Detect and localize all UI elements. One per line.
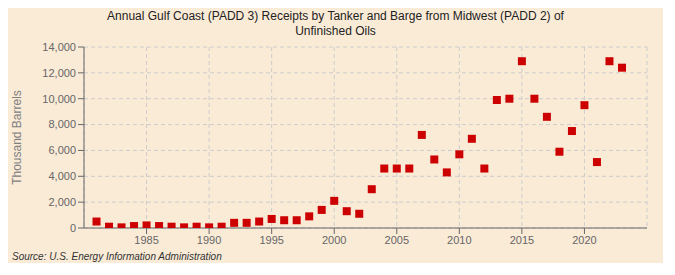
html-text:Annual Gulf Coast (PADD 3) Rec: Annual Gulf Coast (PADD 3) Receipts by T…	[107, 9, 564, 23]
svg-text:1990: 1990	[197, 234, 221, 246]
svg-text:14,000: 14,000	[42, 41, 76, 53]
svg-text:4,000: 4,000	[48, 170, 76, 182]
svg-text:0: 0	[70, 222, 76, 234]
html-text:Unfinished Oils: Unfinished Oils	[295, 24, 376, 38]
svg-text:10,000: 10,000	[42, 93, 76, 105]
svg-text:2,000: 2,000	[48, 196, 76, 208]
svg-text:Thousand Barrels: Thousand Barrels	[10, 90, 24, 185]
svg-text:8,000: 8,000	[48, 118, 76, 130]
svg-text:12,000: 12,000	[42, 67, 76, 79]
svg-text:1985: 1985	[134, 234, 158, 246]
html-text:Source: U.S. Energy Informatio: Source: U.S. Energy Information Administ…	[12, 251, 222, 262]
svg-text:2005: 2005	[385, 234, 409, 246]
svg-text:2000: 2000	[322, 234, 346, 246]
svg-text:6,000: 6,000	[48, 144, 76, 156]
svg-text:2010: 2010	[447, 234, 471, 246]
svg-text:2015: 2015	[510, 234, 534, 246]
svg-text:1995: 1995	[259, 234, 283, 246]
svg-text:2020: 2020	[572, 234, 596, 246]
